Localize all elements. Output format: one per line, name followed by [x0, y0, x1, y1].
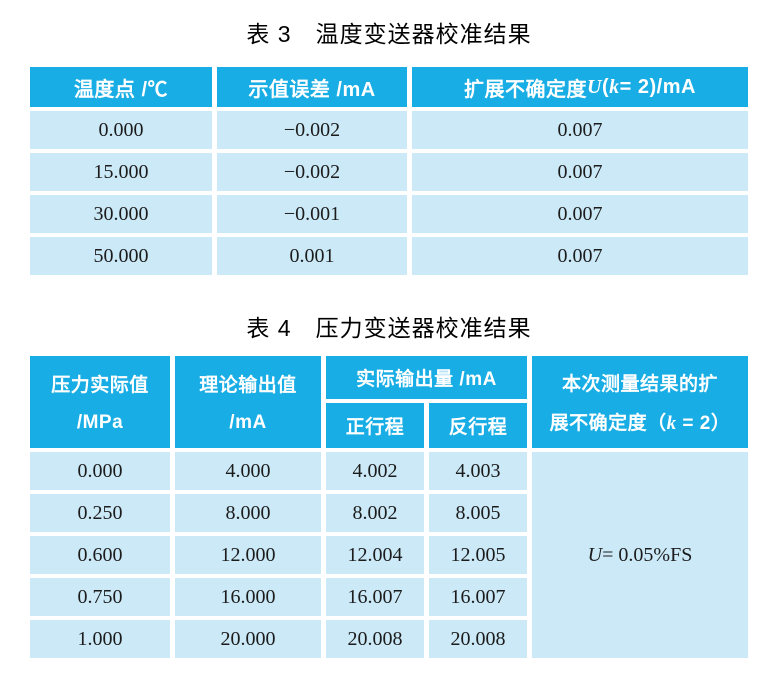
header-uncertainty4-line2-suffix: = 2）: [676, 413, 731, 435]
table3-cell-temp: 0.000: [30, 111, 212, 149]
table3-cell-temp: 30.000: [30, 195, 212, 233]
uncertainty-value: = 0.05%FS: [602, 543, 693, 566]
header-uncertainty-suffix: = 2)/mA: [619, 75, 696, 98]
table4-header-forward: 正行程: [326, 403, 424, 448]
table4-cell-forward: 16.007: [326, 578, 424, 616]
table3-header-uncertainty: 扩展不确定度 U(k = 2)/mA: [412, 67, 748, 107]
symbol-U: U: [587, 543, 603, 566]
table3-cell-uncertainty: 0.007: [412, 153, 748, 191]
table4-cell-forward: 4.002: [326, 452, 424, 490]
table3-header-error: 示值误差 /mA: [217, 67, 407, 107]
table3-cell-error: −0.001: [217, 195, 407, 233]
header-theoretical-line2: /mA: [229, 411, 267, 433]
paren-open: (: [601, 75, 610, 98]
table4-cell-forward: 8.002: [326, 494, 424, 532]
table4-cell-uncertainty-result: U = 0.05%FS: [532, 452, 748, 658]
table4-cell-theoretical: 8.000: [175, 494, 321, 532]
table3-cell-uncertainty: 0.007: [412, 111, 748, 149]
table4-title: 表 4 压力变送器校准结果: [246, 315, 532, 341]
table4-cell-reverse: 20.008: [429, 620, 527, 658]
table4-header-actual-output-group: 实际输出量 /mA: [326, 356, 527, 399]
table4-header-theoretical: 理论输出值 /mA: [175, 356, 321, 448]
table3-cell-error: −0.002: [217, 111, 407, 149]
table4-header-pressure: 压力实际值 /MPa: [30, 356, 170, 448]
table4-cell-reverse: 12.005: [429, 536, 527, 574]
table3-cell-uncertainty: 0.007: [412, 237, 748, 275]
symbol-k: k: [666, 413, 677, 435]
table4-cell-pressure: 0.000: [30, 452, 170, 490]
table4-cell-forward: 12.004: [326, 536, 424, 574]
header-uncertainty4-line2: 展不确定度（k = 2）: [550, 408, 731, 435]
table4: 压力实际值 /MPa 理论输出值 /mA 实际输出量 /mA 本次测量结果的扩 …: [30, 356, 748, 658]
symbol-k: k: [609, 75, 620, 98]
header-uncertainty4-line1: 本次测量结果的扩: [561, 373, 718, 395]
table3-cell-temp: 50.000: [30, 237, 212, 275]
table3-cell-temp: 15.000: [30, 153, 212, 191]
table3-cell-error: −0.002: [217, 153, 407, 191]
header-pressure-line1: 压力实际值: [51, 375, 149, 397]
table4-cell-pressure: 0.250: [30, 494, 170, 532]
header-uncertainty4-line2-prefix: 展不确定度（: [549, 413, 667, 435]
table4-cell-pressure: 0.600: [30, 536, 170, 574]
table4-header-reverse: 反行程: [429, 403, 527, 448]
table3: 温度点 /℃ 示值误差 /mA 扩展不确定度 U(k = 2)/mA 0.000…: [30, 67, 748, 275]
table4-cell-forward: 20.008: [326, 620, 424, 658]
table4-header-uncertainty: 本次测量结果的扩 展不确定度（k = 2）: [532, 356, 748, 448]
table4-cell-theoretical: 20.000: [175, 620, 321, 658]
table4-cell-reverse: 8.005: [429, 494, 527, 532]
table4-cell-theoretical: 12.000: [175, 536, 321, 574]
table3-header-temperature: 温度点 /℃: [30, 67, 212, 107]
table4-cell-theoretical: 4.000: [175, 452, 321, 490]
table4-cell-pressure: 0.750: [30, 578, 170, 616]
table3-title: 表 3 温度变送器校准结果: [246, 21, 532, 47]
symbol-U: U: [587, 75, 602, 98]
table4-cell-theoretical: 16.000: [175, 578, 321, 616]
table3-cell-uncertainty: 0.007: [412, 195, 748, 233]
header-uncertainty-prefix: 扩展不确定度: [464, 78, 588, 101]
table4-cell-pressure: 1.000: [30, 620, 170, 658]
header-pressure-line2: /MPa: [76, 411, 124, 433]
header-theoretical-line1: 理论输出值: [199, 375, 297, 397]
table4-cell-reverse: 4.003: [429, 452, 527, 490]
table3-cell-error: 0.001: [217, 237, 407, 275]
table4-cell-reverse: 16.007: [429, 578, 527, 616]
